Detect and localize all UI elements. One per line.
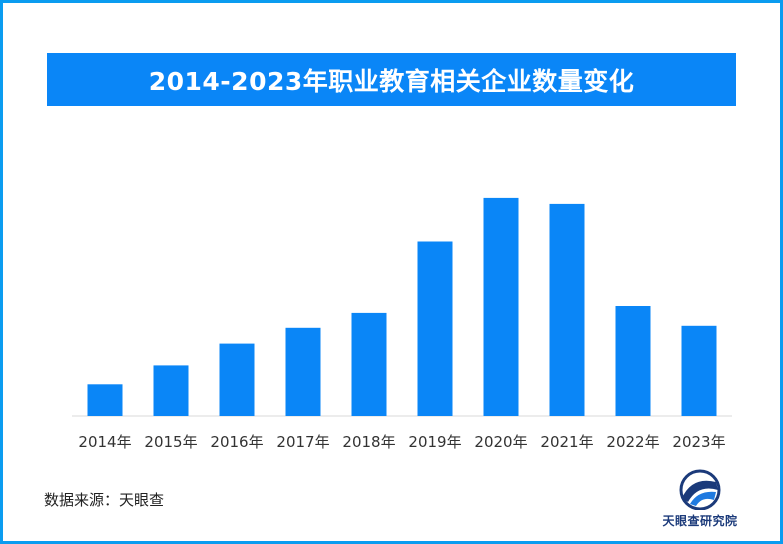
- x-tick-label: 2023年: [672, 433, 725, 451]
- x-tick-label: 2015年: [144, 433, 197, 451]
- x-tick-label: 2017年: [276, 433, 329, 451]
- chart-title: 2014-2023年职业教育相关企业数量变化: [148, 66, 635, 96]
- x-tick-label: 2021年: [540, 433, 593, 451]
- title-banner: 2014-2023年职业教育相关企业数量变化: [47, 53, 736, 106]
- bar-2017年: [285, 327, 321, 416]
- bar-2021年: [549, 203, 585, 416]
- x-tick-label: 2019年: [408, 433, 461, 451]
- tianyancha-logo-icon: [679, 469, 721, 510]
- x-tick-label: 2016年: [210, 433, 263, 451]
- bar-2019年: [417, 241, 453, 416]
- bar-2022年: [615, 306, 651, 416]
- brand-name: 天眼查研究院: [662, 514, 738, 528]
- bar-2023年: [681, 325, 717, 416]
- bar-2016年: [219, 343, 255, 416]
- data-source: 数据来源：天眼查: [44, 491, 165, 509]
- bar-2020年: [483, 197, 519, 416]
- bar-2014年: [87, 384, 123, 416]
- x-tick-label: 2014年: [78, 433, 131, 451]
- bar-2015年: [153, 365, 189, 416]
- x-tick-label: 2020年: [474, 433, 527, 451]
- brand-mark: 天眼查研究院: [654, 468, 746, 532]
- x-tick-label: 2022年: [606, 433, 659, 451]
- x-tick-label: 2018年: [342, 433, 395, 451]
- bar-2018年: [351, 312, 387, 416]
